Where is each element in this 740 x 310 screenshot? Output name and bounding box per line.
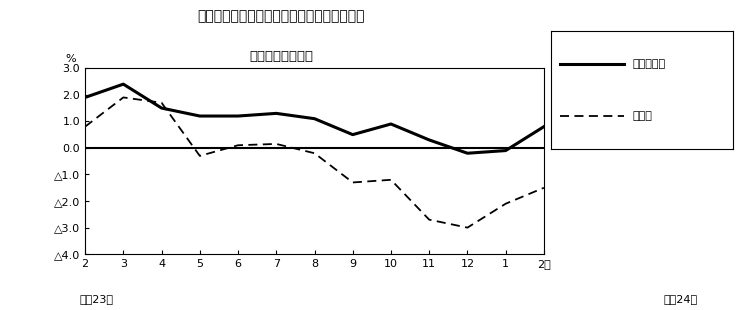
Text: 平成23年: 平成23年 <box>79 294 113 304</box>
Text: 製造業: 製造業 <box>633 111 653 121</box>
Text: 平成24年: 平成24年 <box>664 294 698 304</box>
Text: %: % <box>65 55 76 64</box>
Text: 第３図　常用雇用指数　対前年同月比の推移: 第３図 常用雇用指数 対前年同月比の推移 <box>198 9 365 23</box>
Text: 調査産業計: 調査産業計 <box>633 59 666 69</box>
Text: （規横５人以上）: （規横５人以上） <box>249 50 313 63</box>
